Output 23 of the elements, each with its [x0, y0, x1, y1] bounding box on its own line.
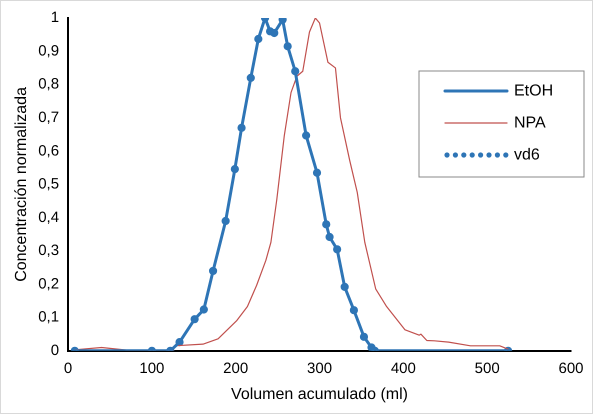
y-tick-label: 0,8 — [38, 76, 60, 93]
y-tick-label: 0,4 — [38, 208, 60, 226]
y-tick-label: 0,1 — [38, 308, 60, 326]
legend-label: vd6 — [514, 146, 540, 164]
x-tick-label: 500 — [474, 360, 500, 377]
y-tick-label: 0,3 — [38, 242, 60, 260]
y-tick-label: 0 — [50, 342, 60, 359]
y-tick-label: 0,6 — [38, 142, 60, 160]
x-tick-label: 600 — [558, 360, 584, 377]
x-tick-label: 0 — [64, 360, 72, 377]
x-tick-label: 400 — [390, 360, 416, 377]
x-tick-label: 100 — [139, 360, 164, 377]
y-tick-label: 1 — [50, 9, 60, 26]
x-axis-title: Volumen acumulado (ml) — [231, 386, 408, 403]
legend-label: EtOH — [514, 82, 554, 100]
y-axis-title: Concentración normalizada — [13, 86, 30, 282]
y-tick-label: 0,9 — [38, 42, 60, 60]
x-tick-label: 300 — [307, 360, 332, 377]
legend-label: NPA — [514, 114, 546, 132]
y-tick-label: 0,2 — [38, 275, 60, 292]
x-tick-label: 200 — [223, 360, 248, 377]
y-tick-label: 0,5 — [38, 176, 60, 193]
y-tick-label: 0,7 — [38, 108, 60, 126]
